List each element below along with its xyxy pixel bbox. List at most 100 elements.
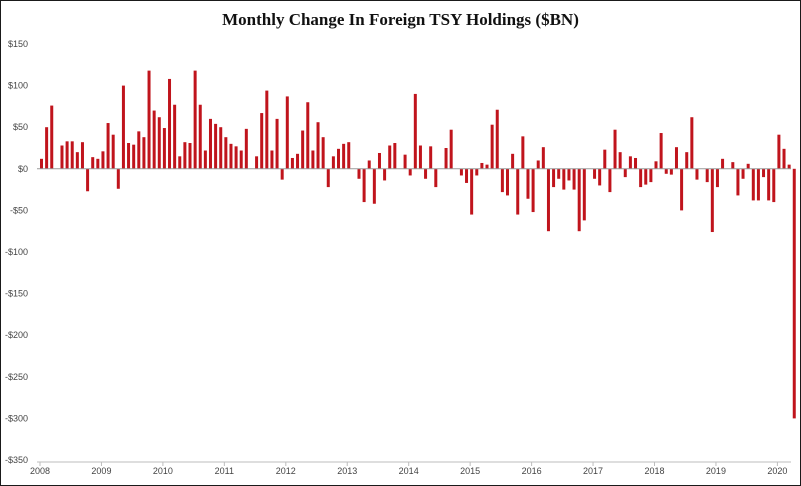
- data-bar: [244, 128, 248, 169]
- data-bar: [265, 90, 269, 169]
- data-bar: [500, 168, 504, 193]
- y-tick-label: -$150: [5, 289, 28, 299]
- data-bar: [280, 168, 284, 180]
- data-bar: [224, 137, 228, 169]
- y-tick-label: $50: [13, 122, 28, 132]
- data-bar: [75, 152, 79, 169]
- x-tick-label: 2011: [215, 466, 234, 476]
- data-bar: [40, 158, 43, 169]
- x-tick-label: 2017: [583, 466, 603, 476]
- data-bar: [546, 168, 550, 232]
- data-bar: [219, 127, 223, 169]
- data-bar: [101, 151, 105, 169]
- data-bar: [572, 168, 576, 190]
- data-bar: [613, 129, 617, 169]
- data-bar: [229, 143, 233, 169]
- data-bar: [634, 157, 638, 169]
- data-bar: [290, 157, 294, 169]
- data-bar: [459, 168, 463, 176]
- data-bar: [132, 144, 136, 169]
- data-bar: [736, 168, 740, 196]
- data-bar: [695, 168, 699, 180]
- data-bar: [506, 168, 509, 196]
- data-bar: [598, 168, 602, 186]
- data-bar: [275, 118, 279, 169]
- data-bar: [357, 168, 361, 179]
- x-tick-label: 2019: [706, 466, 726, 476]
- data-bar: [649, 168, 653, 183]
- data-bar: [342, 143, 346, 169]
- y-tick-label: $100: [8, 81, 28, 91]
- x-tick-label: 2018: [644, 466, 664, 476]
- data-bar: [746, 163, 750, 169]
- data-bar: [603, 149, 607, 169]
- data-bar: [541, 147, 545, 169]
- x-tick-label: 2015: [460, 466, 480, 476]
- data-bar: [234, 146, 238, 169]
- data-bar: [444, 148, 448, 169]
- chart-title: Monthly Change In Foreign TSY Holdings (…: [222, 10, 579, 29]
- data-bar: [285, 96, 289, 169]
- data-bar: [557, 168, 561, 179]
- data-bar: [567, 168, 571, 181]
- data-bar: [111, 134, 115, 169]
- data-bar: [644, 168, 648, 185]
- data-bar: [311, 150, 315, 169]
- data-bar: [142, 137, 146, 169]
- data-bar: [470, 168, 474, 215]
- data-bar: [516, 168, 520, 215]
- data-bar: [741, 168, 745, 179]
- data-bar: [121, 85, 125, 169]
- y-tick-label: -$100: [5, 247, 28, 257]
- data-bar: [260, 113, 264, 169]
- data-bar: [337, 148, 341, 169]
- x-tick-label: 2016: [522, 466, 542, 476]
- data-bar: [485, 164, 489, 169]
- data-bar: [429, 146, 433, 169]
- y-tick-label: $150: [8, 39, 28, 49]
- y-tick-label: -$350: [5, 455, 28, 465]
- data-bar: [152, 110, 156, 169]
- data-bar: [654, 161, 658, 169]
- data-bar: [86, 168, 90, 192]
- data-bar: [690, 117, 694, 169]
- y-tick-label: -$200: [5, 330, 28, 340]
- data-bar: [326, 168, 330, 188]
- data-bar: [178, 156, 182, 169]
- data-bar: [321, 137, 325, 169]
- data-bar: [372, 168, 376, 204]
- data-bar: [792, 168, 796, 419]
- data-bar: [127, 143, 131, 169]
- x-tick-label: 2008: [30, 466, 50, 476]
- data-bar: [80, 142, 84, 169]
- data-bar: [362, 168, 366, 203]
- data-bar: [608, 168, 612, 193]
- data-bar: [762, 168, 766, 178]
- data-bar: [316, 122, 320, 169]
- data-bar: [756, 168, 760, 201]
- data-bar: [782, 148, 786, 169]
- data-bar: [208, 118, 212, 169]
- data-bar: [787, 164, 791, 169]
- data-bar: [664, 168, 668, 174]
- data-bar: [60, 145, 64, 169]
- data-bar: [393, 143, 397, 169]
- data-bar: [562, 168, 566, 190]
- data-bar: [536, 160, 540, 169]
- x-tick-label: 2014: [399, 466, 419, 476]
- data-bar: [593, 168, 597, 179]
- x-tick-label: 2012: [276, 466, 296, 476]
- data-bar: [413, 93, 417, 169]
- data-bar: [367, 160, 371, 169]
- data-bar: [183, 142, 187, 169]
- data-bar: [203, 150, 207, 169]
- data-bar: [623, 168, 627, 178]
- data-bar: [511, 153, 515, 169]
- data-bar: [480, 162, 484, 169]
- data-bar: [639, 168, 643, 188]
- data-bar: [157, 117, 161, 169]
- data-bar: [255, 156, 259, 169]
- data-bar: [106, 123, 110, 169]
- data-bar: [475, 168, 479, 176]
- data-bar: [495, 109, 499, 169]
